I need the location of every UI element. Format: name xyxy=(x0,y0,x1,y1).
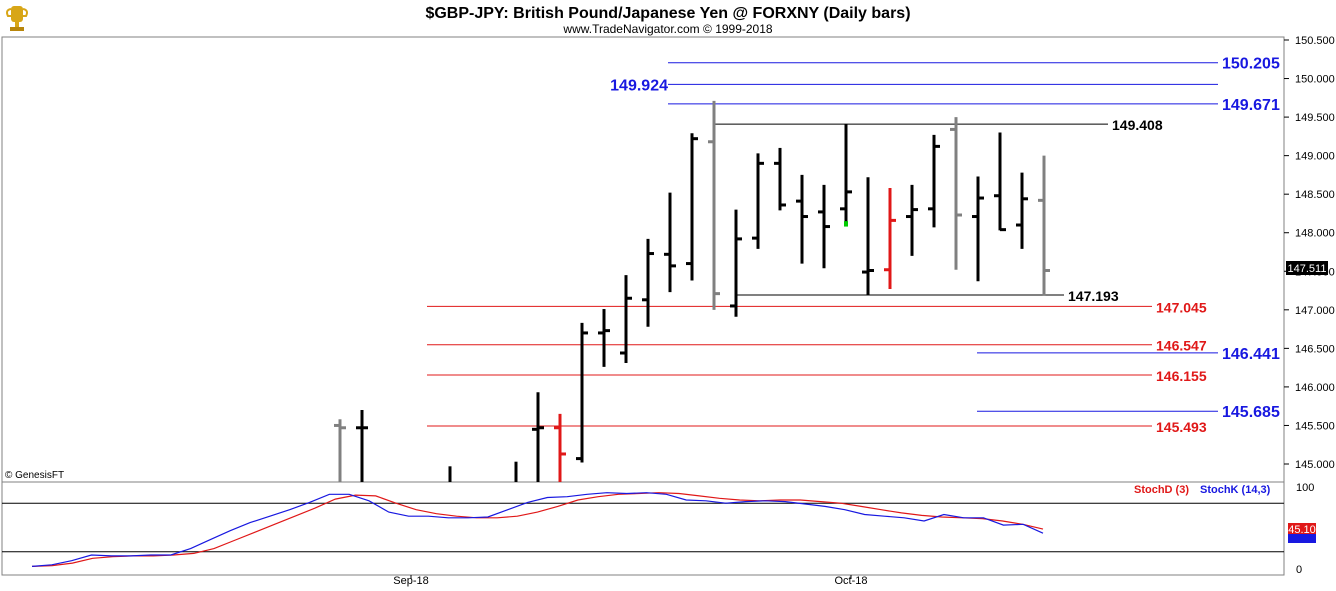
price-tick-label: 146.500 xyxy=(1295,343,1335,355)
level-label: 149.671 xyxy=(1222,97,1280,114)
stoch-value-label: 45.10 xyxy=(1288,524,1316,536)
level-label: 149.408 xyxy=(1112,117,1163,133)
stoch-series-line xyxy=(31,492,1044,567)
stoch-value-tag-red xyxy=(1288,523,1316,534)
price-tick-label: 145.000 xyxy=(1295,459,1335,471)
level-lines: 150.205 149.924 149.671 149.408 147.193 147.0… xyxy=(427,56,1280,435)
stoch-panel-frame xyxy=(1,481,1285,576)
last-price-label: 147.511 xyxy=(1288,263,1327,275)
level-label: 146.155 xyxy=(1156,368,1207,384)
x-label-sep: Sep-18 xyxy=(393,575,428,587)
price-tick-label: 146.000 xyxy=(1295,382,1335,394)
chart-subtitle: www.TradeNavigator.com © 1999-2018 xyxy=(562,22,772,36)
level-label: 147.193 xyxy=(1068,288,1119,304)
level-label: 147.045 xyxy=(1156,299,1207,315)
last-price-tag xyxy=(1286,261,1328,275)
copyright-label: © GenesisFT xyxy=(5,470,64,481)
stoch-tick-0: 0 xyxy=(1296,564,1302,576)
price-bars xyxy=(334,100,1050,482)
level-label: 150.205 xyxy=(1222,56,1280,73)
price-tick-label: 150.500 xyxy=(1295,35,1335,47)
price-tick-label: 145.500 xyxy=(1295,420,1335,432)
level-label: 146.547 xyxy=(1156,338,1207,354)
price-tick-label: 150.000 xyxy=(1295,74,1335,86)
legend-stochd: StochD (3) xyxy=(1134,484,1189,496)
price-axis: 150.500 150.000 149.500 149.000 148.500 148.0… xyxy=(1284,35,1335,471)
level-label: 146.441 xyxy=(1222,346,1280,363)
stoch-series-line xyxy=(31,492,1044,567)
trophy-icon xyxy=(6,6,28,31)
stoch-tick-100: 100 xyxy=(1296,482,1314,494)
price-tick-label: 148.500 xyxy=(1295,189,1335,201)
price-tick-label: 149.000 xyxy=(1295,151,1335,163)
legend-stochk: StochK (14,3) xyxy=(1200,484,1271,496)
level-label: 145.685 xyxy=(1222,404,1280,421)
x-label-oct: Oct-18 xyxy=(834,575,867,587)
stochastic-panel xyxy=(2,492,1284,567)
level-label: 145.493 xyxy=(1156,419,1207,435)
price-tick-label: 149.500 xyxy=(1295,112,1335,124)
price-tick-label: 148.000 xyxy=(1295,228,1335,240)
price-tick-label: 147.000 xyxy=(1295,305,1335,317)
chart-title: $GBP-JPY: British Pound/Japanese Yen @ F… xyxy=(425,5,910,22)
level-label: 149.924 xyxy=(610,77,668,94)
main-panel-frame xyxy=(1,36,1285,483)
